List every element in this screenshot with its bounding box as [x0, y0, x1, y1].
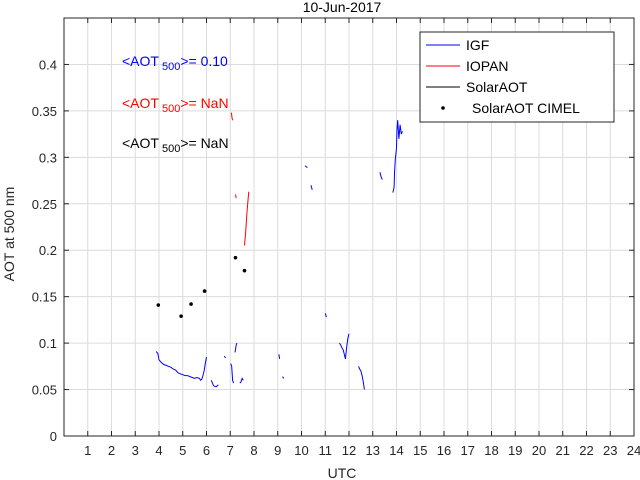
series-igf-line	[155, 351, 207, 382]
x-tick-label: 7	[227, 443, 234, 458]
series-igf-line	[310, 185, 313, 190]
x-tick-label: 18	[484, 443, 498, 458]
series-iopan-line	[244, 191, 250, 246]
cimel-point	[189, 302, 193, 306]
legend-label-iopan: IOPAN	[466, 58, 509, 74]
x-tick-label: 16	[437, 443, 451, 458]
y-tick-label: 0.15	[32, 290, 57, 305]
x-tick-label: 2	[108, 443, 115, 458]
x-tick-label: 8	[250, 443, 257, 458]
series-layer	[155, 112, 403, 390]
x-tick-label: 4	[155, 443, 162, 458]
x-tick-label: 20	[532, 443, 546, 458]
legend: IGF IOPAN SolarAOT SolarAOT CIMEL	[419, 31, 615, 123]
legend-box	[419, 31, 615, 123]
x-tick-label: 17	[461, 443, 475, 458]
y-tick-label: 0.35	[32, 104, 57, 119]
legend-swatch-solaraot-cimel	[441, 106, 445, 110]
x-tick-label: 12	[342, 443, 356, 458]
y-tick-label: 0.4	[39, 57, 57, 72]
y-tick-label: 0.25	[32, 197, 57, 212]
x-tick-label: 10	[294, 443, 308, 458]
cimel-point	[202, 289, 207, 293]
y-tick-label: 0.2	[39, 243, 57, 258]
x-tick-label: 1	[84, 443, 91, 458]
tick-layer: 1 2 3 4 5 6 7 8 9 10 11 12 13 14 15 16 17 18 19 20 21 22 23 240…	[32, 18, 640, 458]
series-igf-line	[210, 380, 219, 388]
y-tick-label: 0.05	[32, 383, 57, 398]
chart-title: 10-Jun-2017	[303, 0, 382, 15]
x-tick-label: 15	[413, 443, 427, 458]
mean-aot-annotation: <AOT 500>= 0.10	[122, 53, 228, 73]
x-tick-label: 21	[556, 443, 570, 458]
x-tick-label: 3	[132, 443, 139, 458]
mean-aot-annotation: <AOT 500>= NaN	[122, 135, 229, 155]
x-tick-label: 11	[319, 443, 333, 458]
cimel-point	[242, 268, 247, 273]
cimel-points-layer	[156, 255, 247, 318]
x-tick-label: 5	[179, 443, 186, 458]
y-tick-label: 0.1	[39, 336, 57, 351]
legend-label-solaraot: SolarAOT	[466, 79, 528, 95]
cimel-point	[233, 255, 238, 260]
legend-label-solaraot-cimel: SolarAOT CIMEL	[472, 100, 580, 116]
cimel-point	[179, 314, 183, 318]
series-iopan-line	[235, 194, 237, 199]
series-igf-line	[392, 120, 403, 193]
series-igf-line	[379, 172, 383, 180]
y-tick-label: 0	[50, 429, 57, 444]
series-igf-line	[234, 342, 238, 353]
x-tick-label: 22	[579, 443, 593, 458]
x-tick-label: 9	[274, 443, 281, 458]
mean-aot-annotation: <AOT 500>= NaN	[122, 95, 229, 115]
x-tick-label: 6	[203, 443, 210, 458]
x-tick-label: 19	[508, 443, 522, 458]
series-igf-line	[358, 366, 365, 390]
x-tick-label: 24	[627, 443, 640, 458]
x-tick-label: 13	[366, 443, 380, 458]
x-tick-label: 23	[603, 443, 617, 458]
y-tick-label: 0.3	[39, 150, 57, 165]
series-iopan-line	[230, 112, 234, 121]
series-igf-line	[278, 354, 281, 359]
series-igf-line	[230, 363, 235, 384]
cimel-point	[156, 303, 161, 307]
y-axis-label: AOT at 500 nm	[1, 187, 17, 282]
series-igf-line	[239, 377, 244, 384]
series-igf-line	[324, 313, 327, 318]
series-igf-line	[304, 165, 308, 168]
x-tick-label: 14	[389, 443, 403, 458]
mean-aot-annotations: <AOT 500>= 0.10 <AOT 500>= NaN <AOT 500>= NaN	[122, 53, 229, 155]
x-axis-label: UTC	[328, 465, 357, 480]
series-igf-line	[282, 376, 285, 379]
series-igf-line	[339, 333, 350, 360]
series-igf-line	[223, 355, 226, 359]
legend-label-igf: IGF	[466, 37, 489, 53]
